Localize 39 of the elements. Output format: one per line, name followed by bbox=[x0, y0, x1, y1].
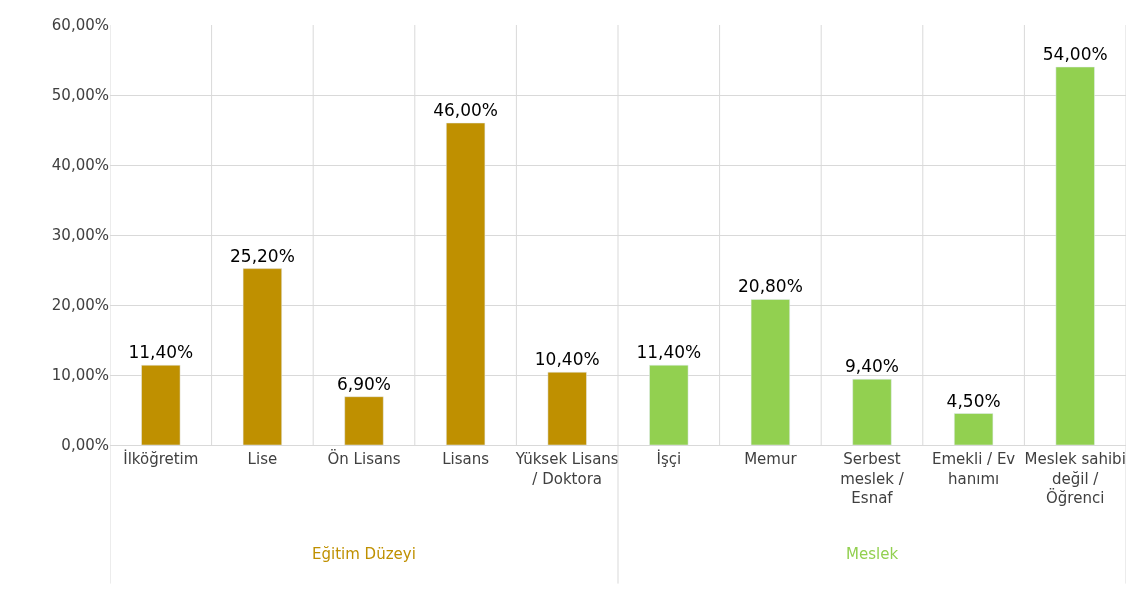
data-label: 25,20% bbox=[229, 245, 295, 266]
data-label: 9,40% bbox=[844, 356, 900, 377]
bar bbox=[242, 268, 282, 445]
x-tick-label: İşçi bbox=[656, 449, 682, 468]
x-tick-label: Lisans bbox=[442, 450, 490, 468]
data-label: 6,90% bbox=[336, 373, 392, 394]
bar bbox=[547, 371, 587, 445]
data-label: 10,40% bbox=[534, 349, 600, 370]
y-tick-label: 50,00% bbox=[51, 86, 109, 105]
bar bbox=[446, 122, 486, 445]
data-label: 20,80% bbox=[737, 276, 803, 297]
data-label: 46,00% bbox=[433, 100, 499, 120]
y-tick-label: 30,00% bbox=[51, 226, 109, 245]
y-tick-label: 60,00% bbox=[51, 16, 109, 35]
x-tick-label: Yüksek Lisans / Doktora bbox=[514, 450, 619, 488]
y-tick-label: 40,00% bbox=[51, 156, 109, 175]
y-tick-label: 10,00% bbox=[51, 366, 109, 385]
x-tick-label: Emekli / Ev hanımı bbox=[931, 450, 1016, 488]
data-label: 4,50% bbox=[946, 390, 1001, 411]
x-tick-label: Memur bbox=[744, 450, 798, 468]
x-tick-label: Lise bbox=[247, 450, 278, 468]
data-label: 11,40% bbox=[128, 342, 194, 363]
y-tick-label: 20,00% bbox=[51, 296, 109, 315]
x-tick-label: İlköğretim bbox=[123, 449, 199, 468]
x-tick-label: Meslek sahibi değil / Öğrenci bbox=[1024, 450, 1126, 507]
bar bbox=[852, 378, 892, 445]
bar bbox=[344, 396, 384, 445]
text: Eğitim Düzeyi bbox=[312, 545, 416, 563]
bar bbox=[954, 413, 994, 445]
data-label: 11,40% bbox=[636, 342, 702, 363]
bar bbox=[649, 364, 689, 445]
data-label: 54,00% bbox=[1042, 44, 1108, 64]
text: Meslek bbox=[846, 545, 899, 563]
y-tick-label: 0,00% bbox=[61, 436, 109, 455]
bar bbox=[1055, 66, 1095, 445]
x-tick-label: Ön Lisans bbox=[327, 449, 401, 468]
x-tick-label: Serbest meslek / Esnaf bbox=[840, 450, 905, 507]
bar bbox=[141, 364, 181, 445]
bar bbox=[750, 299, 790, 445]
